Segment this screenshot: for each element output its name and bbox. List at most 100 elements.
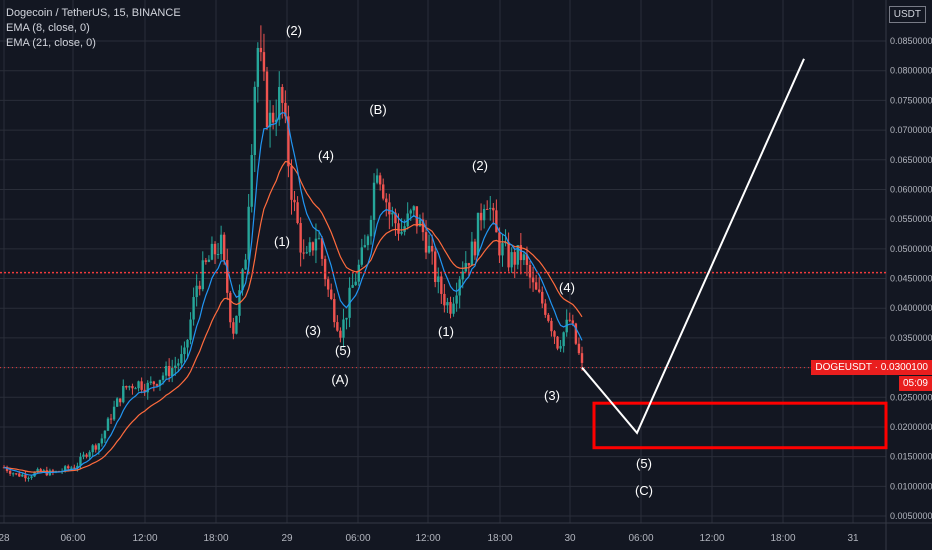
candle-body (39, 469, 41, 471)
x-tick-label: 06:00 (60, 533, 85, 544)
wave-label: (1) (274, 234, 290, 249)
y-tick-label: 0.0650000 (890, 155, 932, 165)
candle-body (220, 235, 222, 254)
candle-body (104, 431, 106, 439)
candle-body (581, 353, 583, 363)
x-tick-label: 31 (847, 533, 859, 544)
countdown-tag: 05:09 (899, 376, 932, 391)
wave-label: (C) (635, 483, 653, 498)
candle-body (303, 253, 305, 254)
candle-body (150, 381, 152, 382)
candle-body (95, 445, 97, 449)
candle-body (498, 232, 500, 255)
wave-label: (4) (318, 148, 334, 163)
currency-badge[interactable]: USDT (889, 6, 926, 23)
candle-body (364, 245, 366, 247)
x-tick-label: 28 (0, 533, 10, 544)
projection-line (582, 59, 804, 433)
wave-label: (5) (335, 343, 351, 358)
candle-body (486, 209, 488, 210)
candle-body (391, 213, 393, 215)
candle-body (24, 475, 26, 479)
candle-body (272, 113, 274, 123)
candle-body (569, 320, 571, 321)
candle-body (342, 319, 344, 337)
y-tick-label: 0.0100000 (890, 481, 932, 491)
candle-body (388, 202, 390, 214)
candle-body (183, 348, 185, 355)
candle-body (299, 223, 301, 253)
x-tick-label: 06:00 (628, 533, 653, 544)
candle-body (547, 315, 549, 321)
candle-body (501, 243, 503, 255)
y-tick-label: 0.0550000 (890, 214, 932, 224)
x-tick-label: 18:00 (203, 533, 228, 544)
wave-label: (1) (438, 324, 454, 339)
candle-body (327, 279, 329, 289)
candle-body (91, 445, 93, 452)
ema-slow-label: EMA (21, close, 0) (6, 36, 181, 51)
candle-body (293, 200, 295, 202)
candle-body (101, 438, 103, 443)
candle-body (156, 384, 158, 386)
y-tick-label: 0.0050000 (890, 511, 932, 521)
candle-body (556, 337, 558, 349)
candle-body (281, 87, 283, 103)
y-tick-label: 0.0850000 (890, 36, 932, 46)
candle-body (333, 299, 335, 322)
wave-label: (2) (286, 23, 302, 38)
chart-legend: Dogecoin / TetherUS, 15, BINANCE EMA (8,… (6, 6, 181, 51)
candle-body (351, 285, 353, 288)
target-zone-box (594, 403, 886, 448)
candle-body (128, 386, 130, 387)
candle-body (434, 251, 436, 282)
candle-body (492, 208, 494, 210)
candle-body (208, 260, 210, 262)
candle-body (171, 368, 173, 376)
candle-body (153, 381, 155, 384)
wave-label: (B) (369, 102, 386, 117)
candle-body (562, 332, 564, 346)
candle-body (217, 254, 219, 255)
ema-slow-line (4, 162, 582, 473)
candle-body (85, 455, 87, 457)
candle-body (113, 407, 115, 420)
y-tick-label: 0.0800000 (890, 66, 932, 76)
candle-body (367, 236, 369, 245)
candle-body (140, 381, 142, 390)
candle-body (339, 331, 341, 338)
candle-body (532, 278, 534, 283)
candle-body (431, 246, 433, 252)
candle-body (535, 282, 537, 289)
candle-body (361, 247, 363, 264)
candle-body (186, 340, 188, 348)
candle-body (514, 252, 516, 265)
candle-body (309, 242, 311, 252)
candle-body (122, 386, 124, 402)
candle-body (578, 344, 580, 353)
candle-body (266, 72, 268, 128)
candle-body (189, 320, 191, 340)
candle-body (251, 155, 253, 207)
candle-body (437, 276, 439, 282)
candle-body (550, 321, 552, 331)
candle-body (162, 376, 164, 380)
candle-body (30, 476, 32, 477)
candle-body (192, 297, 194, 319)
candle-body (449, 302, 451, 314)
candle-body (443, 294, 445, 305)
candle-body (119, 398, 121, 402)
candle-body (165, 366, 167, 376)
candle-body (413, 206, 415, 210)
y-tick-label: 0.0150000 (890, 452, 932, 462)
candle-body (195, 286, 197, 297)
candle-body (529, 265, 531, 278)
candle-body (244, 260, 246, 270)
candle-body (67, 466, 69, 468)
candle-body (110, 419, 112, 420)
candle-body (452, 304, 454, 314)
candle-body (376, 175, 378, 182)
candle-body (440, 276, 442, 293)
y-tick-label: 0.0700000 (890, 125, 932, 135)
